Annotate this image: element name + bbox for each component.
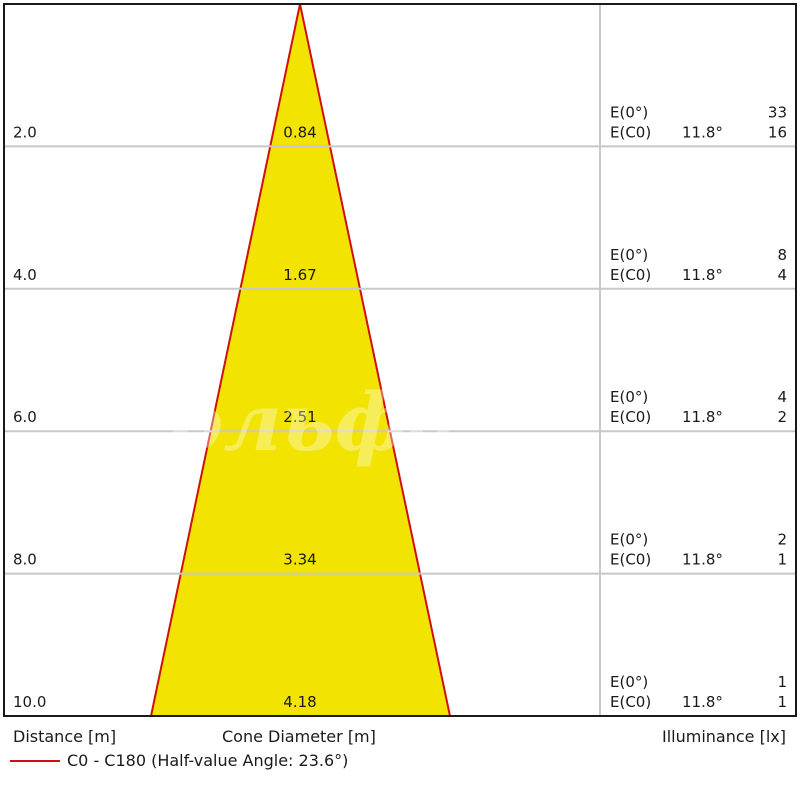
e0-label: E(0°) bbox=[610, 388, 648, 406]
ec0-angle: 11.8° bbox=[682, 408, 723, 426]
ec0-label: E(C0) bbox=[610, 551, 651, 569]
ec0-angle: 11.8° bbox=[682, 551, 723, 569]
ec0-label: E(C0) bbox=[610, 266, 651, 284]
ec0-value: 2 bbox=[777, 408, 787, 426]
cone-diameter-value: 3.34 bbox=[283, 551, 316, 569]
legend-line-swatch bbox=[10, 760, 60, 762]
ec0-angle: 11.8° bbox=[682, 693, 723, 711]
ec0-value: 1 bbox=[777, 551, 787, 569]
e0-label: E(0°) bbox=[610, 246, 648, 264]
ec0-label: E(C0) bbox=[610, 693, 651, 711]
row-labels: 2.0 0.84 E(0°) 33 E(C0) 11.8° 16 4.0 1.67 E(0°) 8 E… bbox=[13, 103, 787, 711]
ec0-value: 16 bbox=[768, 123, 787, 141]
e0-value: 2 bbox=[777, 531, 787, 549]
distance-axis-label: Distance [m] bbox=[13, 727, 117, 746]
cone-diameter-value: 4.18 bbox=[283, 693, 316, 711]
ec0-value: 1 bbox=[777, 693, 787, 711]
e0-value: 8 bbox=[777, 246, 787, 264]
e0-value: 1 bbox=[777, 673, 787, 691]
light-cone bbox=[149, 3, 452, 717]
e0-label: E(0°) bbox=[610, 673, 648, 691]
distance-value: 10.0 bbox=[13, 693, 46, 711]
cone-diameter-value: 0.84 bbox=[283, 123, 316, 141]
distance-value: 2.0 bbox=[13, 123, 37, 141]
grid-lines bbox=[4, 145, 796, 575]
e0-label: E(0°) bbox=[610, 103, 648, 121]
cone-diameter-value: 2.51 bbox=[283, 408, 316, 426]
illuminance-axis-label: Illuminance [lx] bbox=[662, 727, 786, 746]
legend-label: C0 - C180 (Half-value Angle: 23.6°) bbox=[67, 751, 349, 770]
ec0-angle: 11.8° bbox=[682, 266, 723, 284]
ec0-angle: 11.8° bbox=[682, 123, 723, 141]
distance-value: 6.0 bbox=[13, 408, 37, 426]
e0-value: 4 bbox=[777, 388, 787, 406]
ec0-label: E(C0) bbox=[610, 408, 651, 426]
distance-value: 4.0 bbox=[13, 266, 37, 284]
ec0-value: 4 bbox=[777, 266, 787, 284]
ec0-label: E(C0) bbox=[610, 123, 651, 141]
e0-label: E(0°) bbox=[610, 531, 648, 549]
cone-diameter-value: 1.67 bbox=[283, 266, 316, 284]
chart-frame bbox=[3, 3, 797, 717]
cone-diameter-axis-label: Cone Diameter [m] bbox=[222, 727, 376, 746]
distance-value: 8.0 bbox=[13, 551, 37, 569]
e0-value: 33 bbox=[768, 103, 787, 121]
